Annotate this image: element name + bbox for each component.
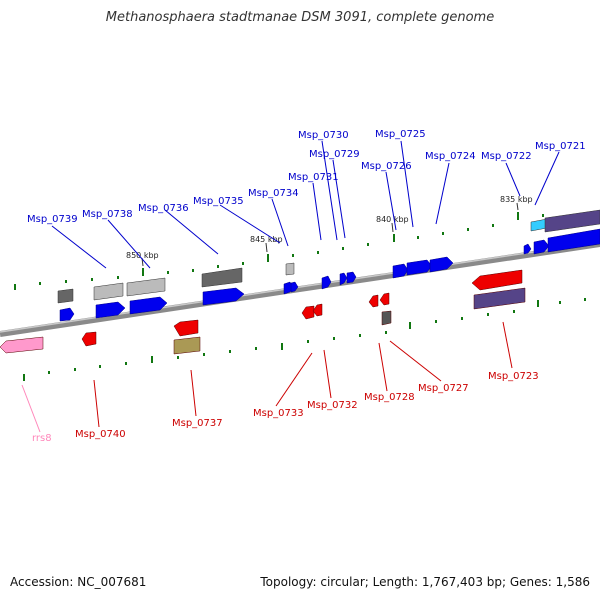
- forward-gene-track-upper: [57, 209, 600, 304]
- rna-label-connector: [21, 384, 41, 433]
- forward-label-connectors: [51, 140, 560, 269]
- gene-label: Msp_0726: [361, 161, 412, 172]
- gene-label: Msp_0730: [298, 130, 349, 141]
- gene-arrow: [0, 336, 44, 354]
- gene-block: [201, 267, 243, 288]
- gene-block: [285, 262, 295, 276]
- gene-arrow: [95, 301, 126, 319]
- gene-arrow: [173, 319, 199, 337]
- gene-label: Msp_0739: [27, 214, 78, 225]
- rna-label: rrs8: [32, 433, 52, 444]
- genome-title: Methanosphaera stadtmanae DSM 3091, comp…: [105, 10, 495, 25]
- lower-tick-row: [23, 298, 586, 381]
- gene-block: [57, 288, 74, 304]
- gene-label: Msp_0733: [253, 408, 304, 419]
- gene-arrow: [59, 307, 75, 322]
- gene-block: [544, 209, 600, 233]
- scale-tick-label: 850 kbp: [126, 251, 159, 260]
- genome-backbone: [0, 241, 600, 337]
- gene-label: Msp_0736: [138, 203, 189, 214]
- gene-arrow: [202, 287, 245, 306]
- gene-arrow: [523, 243, 532, 255]
- gene-arrow: [368, 294, 379, 308]
- gene-label: Msp_0738: [82, 209, 133, 220]
- gene-arrow: [339, 272, 348, 286]
- gene-block: [473, 287, 526, 310]
- gene-arrow: [301, 305, 315, 320]
- gene-label: Msp_0724: [425, 151, 476, 162]
- gene-label: Msp_0740: [75, 429, 126, 440]
- forward-gene-labels: Msp_0739 Msp_0738 Msp_0736 Msp_0735 Msp_…: [27, 129, 586, 225]
- gene-label: Msp_0729: [309, 149, 360, 160]
- gene-label: Msp_0731: [288, 172, 339, 183]
- gene-arrow: [290, 281, 299, 293]
- gene-arrow: [547, 228, 600, 253]
- gene-block: [173, 336, 201, 355]
- genome-summary-text: Topology: circular; Length: 1,767,403 bp…: [260, 575, 590, 589]
- gene-arrow: [81, 331, 97, 347]
- gene-arrow: [129, 296, 168, 315]
- upper-tick-row: [14, 212, 544, 290]
- reverse-gene-labels: Msp_0740 Msp_0737 Msp_0733 Msp_0732 Msp_…: [75, 371, 539, 440]
- gene-block: [126, 277, 166, 297]
- gene-label: Msp_0723: [488, 371, 539, 382]
- gene-arrow: [406, 259, 433, 276]
- gene-arrow: [471, 269, 523, 291]
- gene-block: [93, 282, 124, 301]
- gene-block: [381, 310, 392, 326]
- accession-text: Accession: NC_007681: [10, 575, 147, 589]
- gene-label: Msp_0737: [172, 418, 223, 429]
- gene-arrow: [321, 275, 332, 290]
- gene-label: Msp_0735: [193, 196, 244, 207]
- scale-tick-label: 845 kbp: [250, 235, 283, 244]
- gene-arrow: [346, 271, 357, 284]
- reverse-label-connectors: [93, 321, 513, 428]
- scale-tick-label: 835 kbp: [500, 195, 533, 204]
- forward-gene-track: [59, 228, 600, 322]
- gene-arrow: [312, 303, 323, 317]
- gene-label: Msp_0725: [375, 129, 426, 140]
- reverse-gene-track: [0, 269, 526, 355]
- gene-arrow: [429, 256, 454, 273]
- gene-arrow: [533, 239, 550, 255]
- gene-arrow: [379, 292, 390, 306]
- gene-label: Msp_0734: [248, 188, 299, 199]
- gene-label: Msp_0728: [364, 392, 415, 403]
- gene-label: Msp_0732: [307, 400, 358, 411]
- gene-arrow: [392, 263, 409, 279]
- gene-label: Msp_0722: [481, 151, 532, 162]
- gene-label: Msp_0727: [418, 383, 469, 394]
- gene-block: [530, 218, 548, 232]
- scale-tick-label: 840 kbp: [376, 215, 409, 224]
- gene-label: Msp_0721: [535, 141, 586, 152]
